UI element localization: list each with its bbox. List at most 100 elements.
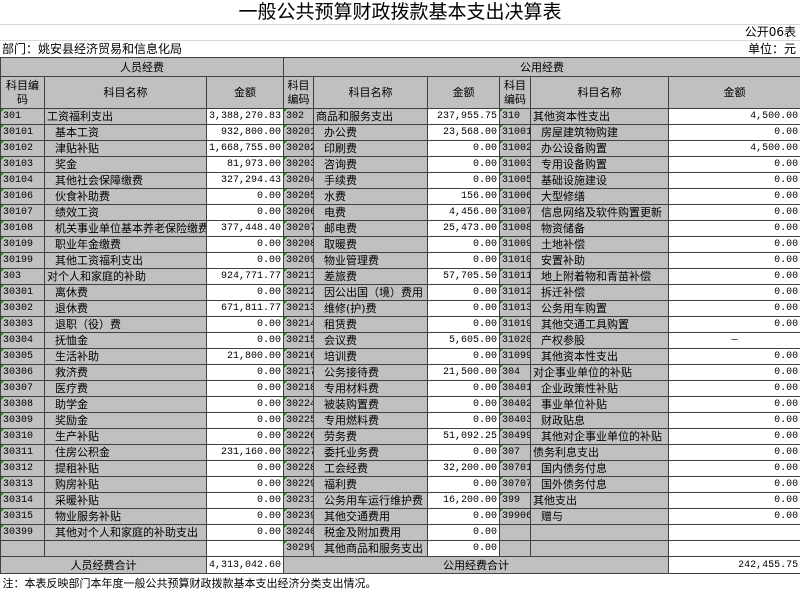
item-code[interactable]: 399	[499, 492, 532, 509]
item-name[interactable]: 采暖补贴	[44, 492, 207, 509]
item-amount[interactable]: —	[668, 332, 800, 349]
item-name[interactable]: 其他支出	[530, 492, 670, 509]
item-name[interactable]: 退职（役）费	[44, 316, 207, 333]
item-amount[interactable]: 25,473.00	[427, 220, 501, 237]
item-name[interactable]: 手续费	[313, 172, 429, 189]
item-code[interactable]: 31010	[499, 252, 532, 269]
item-amount[interactable]: 0.00	[205, 188, 285, 205]
item-code[interactable]: 30315	[0, 508, 45, 525]
item-code[interactable]: 30229	[283, 476, 315, 493]
item-code[interactable]: 30209	[283, 252, 315, 269]
item-amount[interactable]: 0.00	[427, 156, 501, 173]
item-name[interactable]: 奖励金	[44, 412, 207, 429]
item-amount[interactable]: 0.00	[668, 124, 800, 141]
item-code[interactable]: 30211	[283, 268, 315, 285]
item-name[interactable]: 工会经费	[313, 460, 429, 477]
item-name[interactable]: 大型修缮	[530, 188, 670, 205]
item-name[interactable]: 税金及附加费用	[313, 524, 429, 541]
item-code[interactable]: 30304	[0, 332, 45, 349]
item-code[interactable]: 30212	[283, 284, 315, 301]
item-name[interactable]: 水费	[313, 188, 429, 205]
item-amount[interactable]: 0.00	[668, 236, 800, 253]
item-name[interactable]: 地上附着物和青苗补偿	[530, 268, 670, 285]
item-amount[interactable]	[668, 540, 800, 557]
item-code[interactable]: 30225	[283, 412, 315, 429]
item-amount[interactable]: 0.00	[427, 508, 501, 525]
item-amount[interactable]	[668, 524, 800, 541]
item-name[interactable]: 物业服务补贴	[44, 508, 207, 525]
item-amount[interactable]: 0.00	[427, 252, 501, 269]
item-code[interactable]: 30302	[0, 300, 45, 317]
item-amount[interactable]: 0.00	[427, 284, 501, 301]
item-name[interactable]: 差旅费	[313, 268, 429, 285]
item-code[interactable]: 30207	[283, 220, 315, 237]
item-amount[interactable]: 0.00	[427, 172, 501, 189]
item-name[interactable]: 其他资本性支出	[530, 348, 670, 365]
item-name[interactable]	[44, 540, 207, 557]
item-code[interactable]: 31019	[499, 316, 532, 333]
item-name[interactable]: 拆迁补偿	[530, 284, 670, 301]
item-code[interactable]: 30305	[0, 348, 45, 365]
item-amount[interactable]: 3,388,270.83	[205, 108, 285, 125]
item-name[interactable]: 基本工资	[44, 124, 207, 141]
item-amount[interactable]: 0.00	[668, 348, 800, 365]
item-amount[interactable]: 0.00	[427, 300, 501, 317]
item-amount[interactable]: 0.00	[205, 492, 285, 509]
item-code[interactable]: 30309	[0, 412, 45, 429]
item-amount[interactable]: 5,605.00	[427, 332, 501, 349]
item-code[interactable]: 31020	[499, 332, 532, 349]
item-code[interactable]: 302	[283, 108, 315, 125]
item-name[interactable]: 公务用车购置	[530, 300, 670, 317]
item-code[interactable]: 30313	[0, 476, 45, 493]
item-name[interactable]: 印刷费	[313, 140, 429, 157]
item-amount[interactable]: 0.00	[668, 284, 800, 301]
item-name[interactable]: 职业年金缴费	[44, 236, 207, 253]
item-code[interactable]: 30306	[0, 364, 45, 381]
item-name[interactable]: 生产补贴	[44, 428, 207, 445]
item-code[interactable]: 30102	[0, 140, 45, 157]
item-name[interactable]: 安置补助	[530, 252, 670, 269]
item-amount[interactable]: 0.00	[668, 396, 800, 413]
item-amount[interactable]: 1,668,755.00	[205, 140, 285, 157]
item-name[interactable]: 物资储备	[530, 220, 670, 237]
item-name[interactable]: 其他对企事业单位的补贴	[530, 428, 670, 445]
item-amount[interactable]: 0.00	[668, 252, 800, 269]
item-code[interactable]: 30231	[283, 492, 315, 509]
item-name[interactable]	[530, 540, 670, 557]
item-code[interactable]: 30108	[0, 220, 45, 237]
item-amount[interactable]: 0.00	[668, 492, 800, 509]
item-amount[interactable]: 0.00	[205, 412, 285, 429]
item-name[interactable]: 产权参股	[530, 332, 670, 349]
item-amount[interactable]: 4,500.00	[668, 140, 800, 157]
item-code[interactable]: 30314	[0, 492, 45, 509]
item-name[interactable]: 退休费	[44, 300, 207, 317]
item-code[interactable]: 30104	[0, 172, 45, 189]
item-code[interactable]: 31007	[499, 204, 532, 221]
item-code[interactable]: 30218	[283, 380, 315, 397]
item-code[interactable]: 30401	[499, 380, 532, 397]
item-code[interactable]: 39906	[499, 508, 532, 525]
item-code[interactable]: 30101	[0, 124, 45, 141]
item-code[interactable]: 30402	[499, 396, 532, 413]
item-amount[interactable]: 0.00	[427, 236, 501, 253]
item-name[interactable]: 取暖费	[313, 236, 429, 253]
item-code[interactable]: 31005	[499, 172, 532, 189]
item-name[interactable]: 其他社会保障缴费	[44, 172, 207, 189]
item-code[interactable]: 31011	[499, 268, 532, 285]
item-amount[interactable]: 0.00	[205, 332, 285, 349]
item-amount[interactable]: 377,448.40	[205, 220, 285, 237]
item-amount[interactable]: 4,500.00	[668, 108, 800, 125]
item-amount[interactable]: 0.00	[668, 188, 800, 205]
item-name[interactable]: 因公出国（境）费用	[313, 284, 429, 301]
item-name[interactable]: 维修(护)费	[313, 300, 429, 317]
item-name[interactable]: 财政贴息	[530, 412, 670, 429]
item-amount[interactable]: 16,200.00	[427, 492, 501, 509]
item-amount[interactable]: 0.00	[668, 220, 800, 237]
item-code[interactable]: 30216	[283, 348, 315, 365]
item-name[interactable]: 国外债务付息	[530, 476, 670, 493]
item-name[interactable]: 事业单位补贴	[530, 396, 670, 413]
item-amount[interactable]: 32,200.00	[427, 460, 501, 477]
item-amount[interactable]: 0.00	[205, 204, 285, 221]
item-amount[interactable]: 0.00	[668, 316, 800, 333]
item-code[interactable]: 31009	[499, 236, 532, 253]
